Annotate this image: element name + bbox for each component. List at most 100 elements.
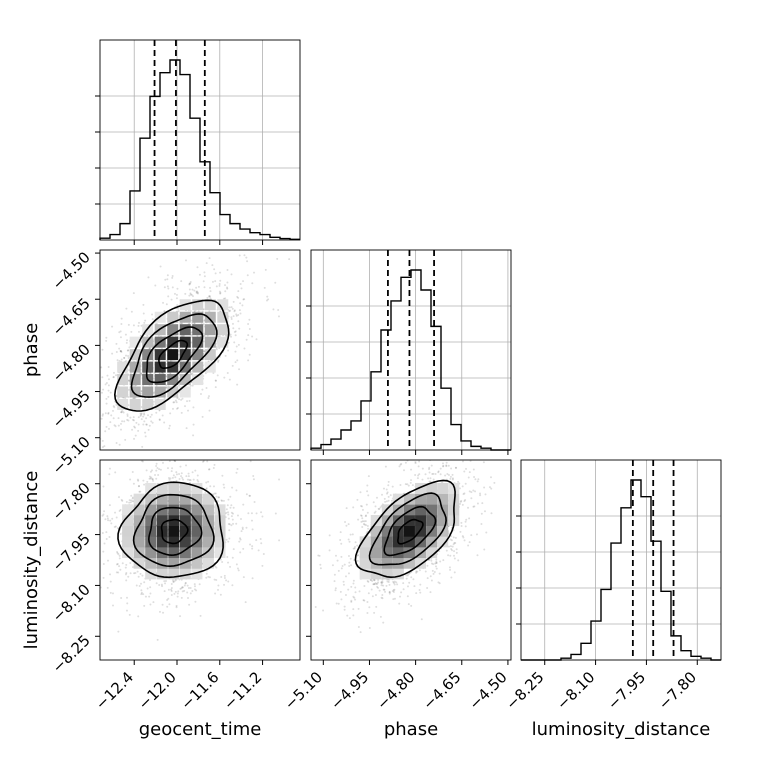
scatter-point <box>252 478 255 481</box>
scatter-point <box>362 523 365 526</box>
scatter-point <box>148 477 151 480</box>
scatter-point <box>220 499 223 502</box>
scatter-point <box>107 378 110 381</box>
scatter-point <box>344 593 347 596</box>
scatter-point <box>141 460 144 463</box>
scatter-point <box>135 584 138 587</box>
scatter-point <box>166 359 169 362</box>
panel-frame-1-0 <box>99 249 301 451</box>
scatter-point <box>429 480 432 483</box>
scatter-point <box>407 573 410 576</box>
scatter-point <box>479 492 482 495</box>
scatter-point <box>449 425 451 427</box>
ytick-label-luminosity_distance-0: −8.25 <box>49 631 94 676</box>
scatter-point <box>224 354 227 357</box>
scatter-point <box>128 501 131 504</box>
scatter-point <box>354 586 357 589</box>
scatter-point <box>220 576 223 579</box>
scatter-point <box>146 480 149 483</box>
scatter-point <box>193 289 196 292</box>
scatter-point <box>430 562 433 565</box>
scatter-point <box>124 438 127 441</box>
density-cell <box>437 536 449 548</box>
scatter-point <box>317 554 320 557</box>
density-cell <box>179 349 191 361</box>
scatter-point <box>428 558 431 561</box>
scatter-point <box>429 477 432 480</box>
density-cell <box>359 568 371 580</box>
scatter-point <box>448 457 450 459</box>
density-cell <box>217 336 229 348</box>
scatter-point <box>127 349 130 352</box>
scatter-point <box>448 566 451 569</box>
scatter-point <box>104 383 107 386</box>
scatter-point <box>177 307 180 310</box>
scatter-point <box>236 468 239 471</box>
scatter-point <box>348 540 351 543</box>
scatter-point <box>483 486 486 489</box>
scatter-point <box>129 561 132 564</box>
scatter-point <box>143 604 146 607</box>
scatter-point <box>476 554 479 557</box>
contour-2 <box>132 493 215 568</box>
scatter-point <box>365 524 368 527</box>
scatter-point <box>345 524 348 527</box>
density-cell <box>179 361 191 373</box>
scatter-point <box>253 271 256 274</box>
scatter-point <box>86 384 88 386</box>
scatter-point <box>370 588 373 591</box>
scatter-point <box>243 298 246 301</box>
scatter-point <box>474 478 477 481</box>
scatter-point <box>62 532 64 534</box>
scatter-point <box>374 594 377 597</box>
scatter-point <box>226 504 229 507</box>
scatter-point <box>202 308 205 311</box>
scatter-point <box>359 491 362 494</box>
density-cell <box>117 361 129 373</box>
scatter-point <box>447 545 450 548</box>
histogram-phase <box>310 269 511 451</box>
scatter-point <box>253 500 256 503</box>
scatter-point <box>167 295 170 298</box>
scatter-point <box>340 567 343 570</box>
scatter-point <box>113 525 116 528</box>
scatter-point <box>251 577 254 580</box>
scatter-point <box>213 268 216 271</box>
scatter-point <box>278 478 281 481</box>
scatter-point <box>228 523 231 526</box>
scatter-point <box>393 588 396 591</box>
yaxis-label-luminosity_distance: luminosity_distance <box>21 471 42 650</box>
density-cell <box>381 536 393 548</box>
scatter-point <box>457 559 460 562</box>
scatter-point <box>205 386 208 389</box>
scatter-point <box>231 364 234 367</box>
density-cell <box>129 398 141 410</box>
scatter-point <box>481 502 484 505</box>
scatter-point <box>131 500 134 503</box>
scatter-point <box>208 310 211 313</box>
scatter-point <box>156 638 159 641</box>
scatter-point <box>183 334 186 337</box>
density-cell <box>214 536 226 548</box>
scatter-point <box>208 257 211 260</box>
scatter-point <box>109 391 112 394</box>
scatter-point <box>232 300 235 303</box>
scatter-point <box>377 507 380 510</box>
scatter-point <box>360 505 363 508</box>
scatter-point <box>106 515 109 518</box>
scatter-point <box>156 467 159 470</box>
scatter-point <box>182 478 185 481</box>
scatter-point <box>426 577 429 580</box>
scatter-point <box>235 314 238 317</box>
scatter-point <box>228 378 231 381</box>
scatter-point <box>189 384 192 387</box>
scatter-point <box>462 493 465 496</box>
scatter-point <box>387 480 390 483</box>
scatter-point <box>105 402 108 405</box>
scatter-point <box>127 323 130 326</box>
scatter-point <box>389 494 392 497</box>
scatter-point <box>175 471 178 474</box>
scatter-point <box>162 301 165 304</box>
scatter-point <box>188 603 191 606</box>
density-cell <box>415 557 427 569</box>
